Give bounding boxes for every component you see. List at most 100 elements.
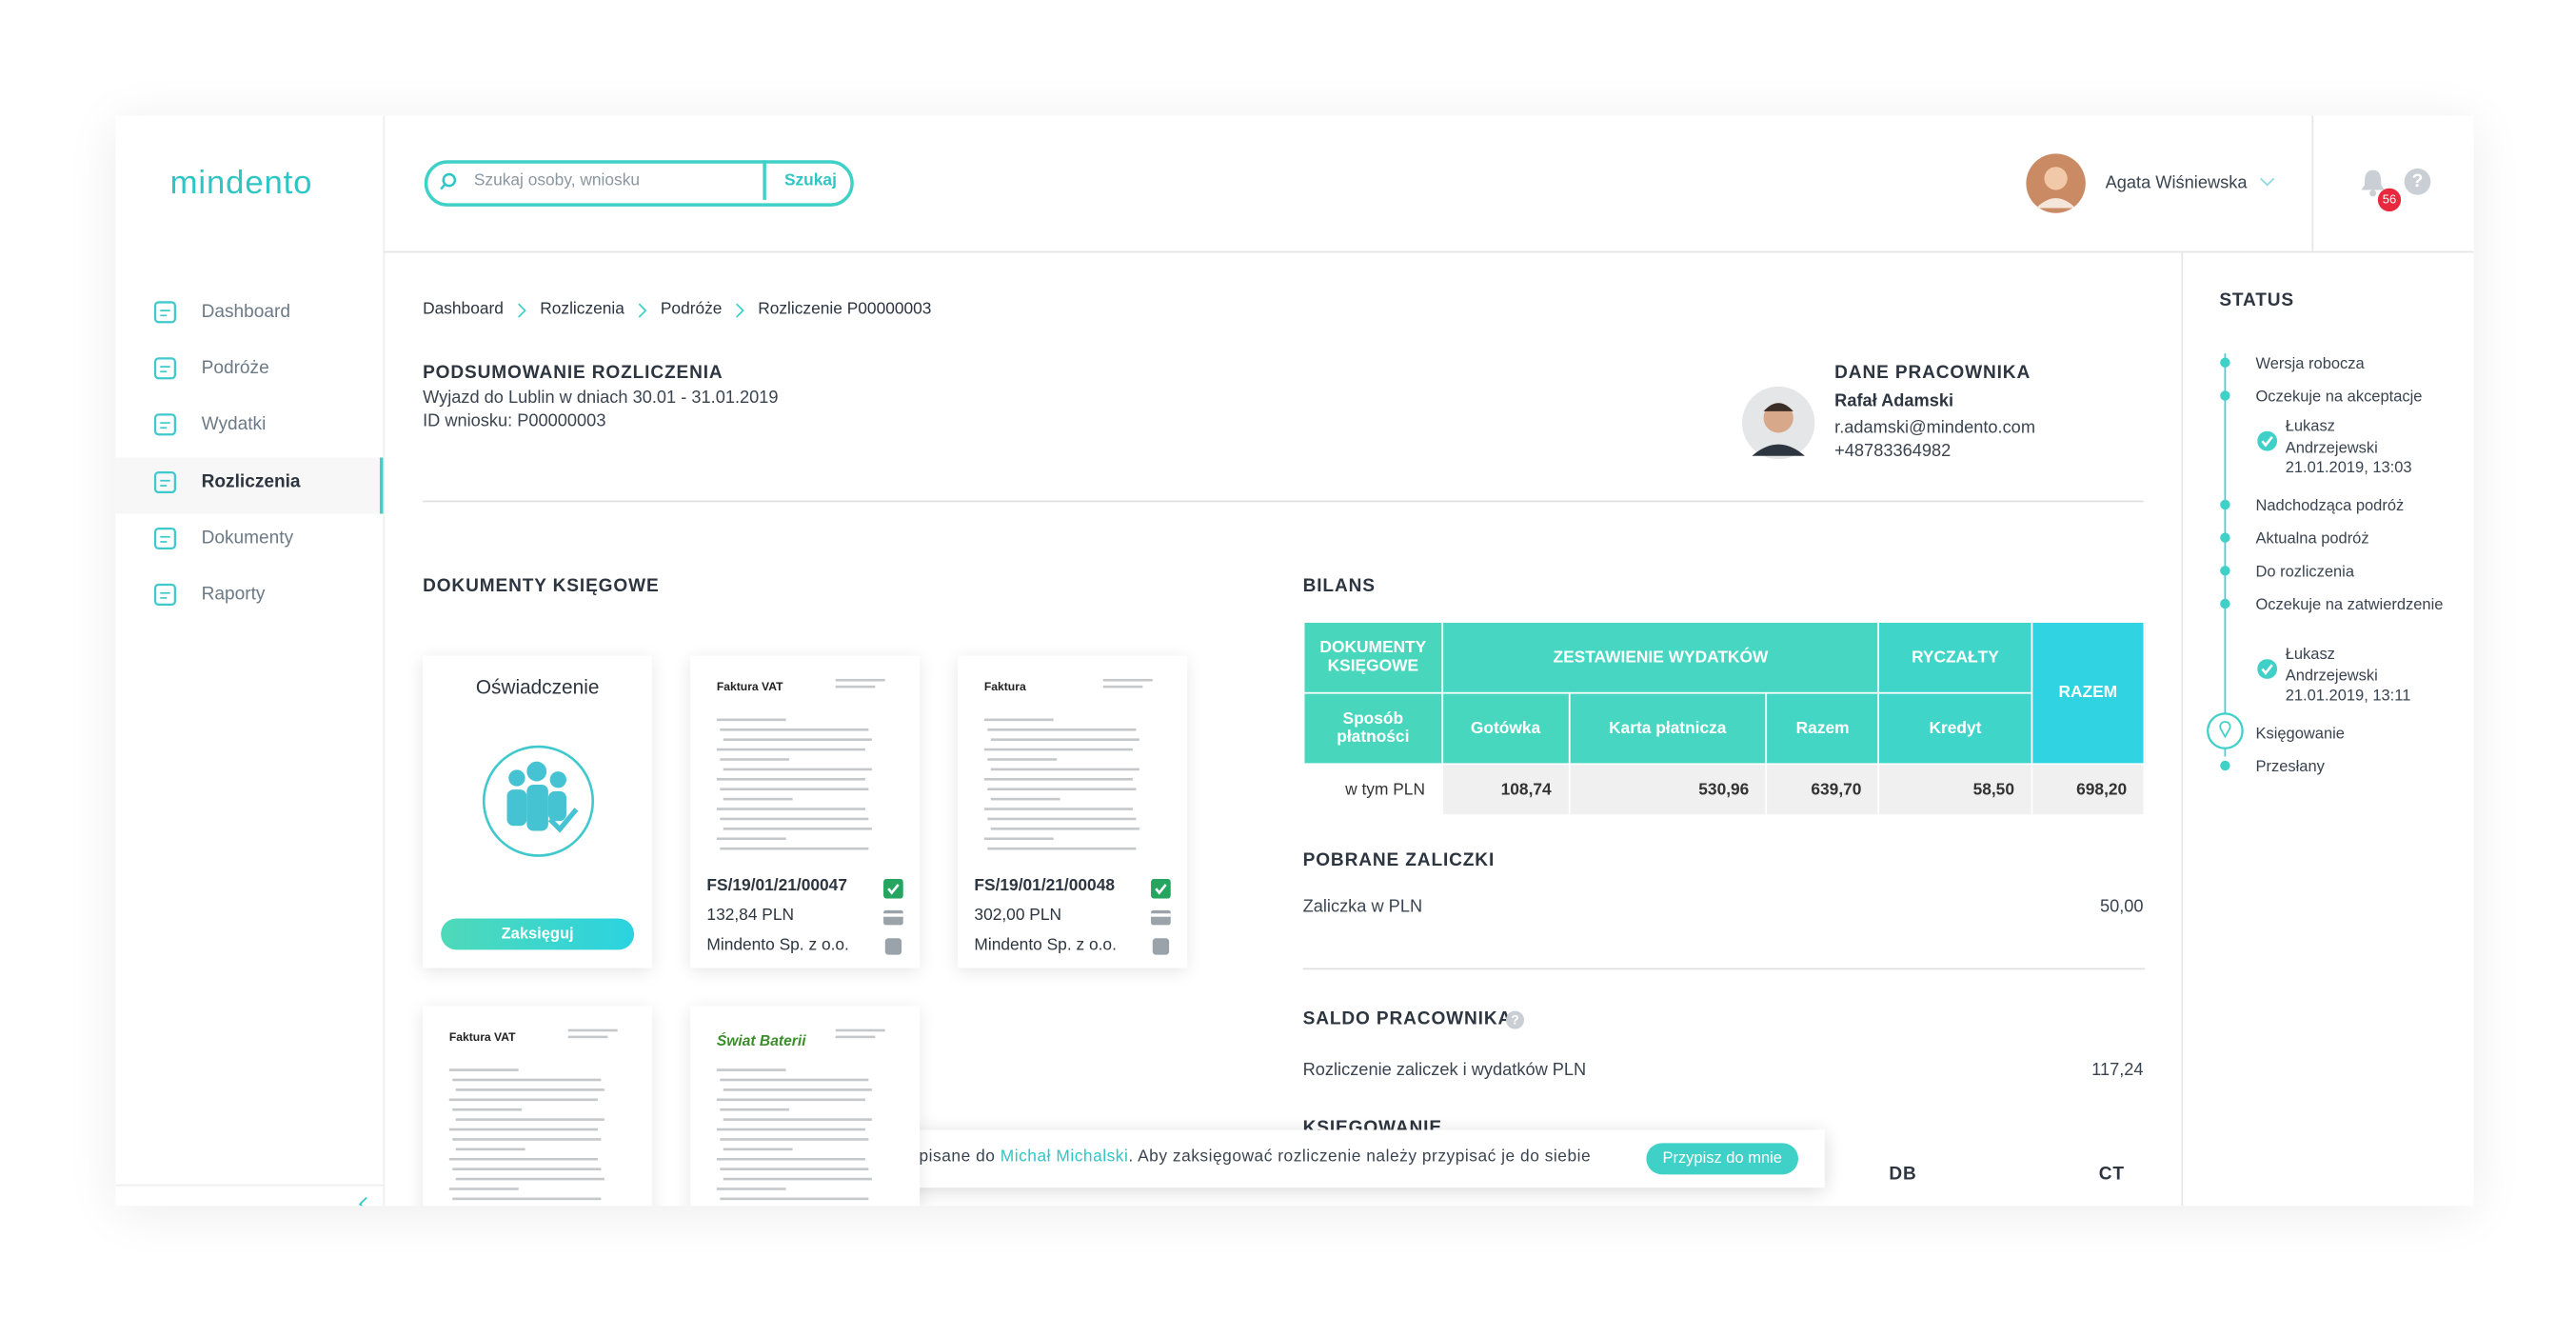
breadcrumb-separator xyxy=(638,303,647,318)
document-company: Mindento Sp. z o.o. xyxy=(706,936,849,955)
document-amount: 132,84 PLN xyxy=(706,907,795,926)
document-preview xyxy=(716,678,885,850)
toast-text-after: . Aby zaksięgować rozliczenie należy prz… xyxy=(1128,1147,1592,1167)
status-date: 21.01.2019, 13:03 xyxy=(2285,459,2412,478)
advances-label: Zaliczka w PLN xyxy=(1302,896,1423,917)
nav-item[interactable]: Podróże xyxy=(201,358,269,379)
employee-phone: +48783364982 xyxy=(1834,441,1952,461)
header-border xyxy=(383,250,2474,253)
breadcrumb-item[interactable]: Dashboard xyxy=(423,300,504,319)
status-approver: Łukasz Andrzejewski xyxy=(2285,417,2378,458)
assign-button[interactable]: Przypisz do mnie xyxy=(1646,1143,1799,1175)
status-current xyxy=(2207,712,2244,749)
employee-title: DANE PRACOWNIKA xyxy=(1834,363,2031,384)
statement-button[interactable]: Zaksięguj xyxy=(441,918,635,950)
nav-item[interactable]: Dashboard xyxy=(201,302,290,323)
search-button[interactable]: Szukaj xyxy=(783,171,837,190)
table-subheader: Sposób płatności xyxy=(1302,691,1444,766)
help-icon[interactable]: ? xyxy=(2404,168,2431,195)
user-chevron[interactable] xyxy=(2259,177,2275,189)
collapse-icon[interactable] xyxy=(357,1196,370,1207)
table-cell: 698,20 xyxy=(2031,763,2146,816)
nav-icon xyxy=(153,527,176,549)
document-preview xyxy=(716,1028,885,1201)
nav-icon xyxy=(153,301,176,324)
document-preview xyxy=(983,678,1153,850)
search-icon xyxy=(440,172,457,190)
document-card[interactable] xyxy=(690,1006,921,1207)
nav-item[interactable]: Rozliczenia xyxy=(201,471,301,492)
summary-id: ID wniosku: P00000003 xyxy=(423,410,606,431)
status-line xyxy=(2224,353,2227,757)
status-title: STATUS xyxy=(2219,290,2295,311)
table-cell: 639,70 xyxy=(1765,763,1880,816)
document-heading: Świat Baterii xyxy=(716,1032,806,1049)
approved-icon xyxy=(883,878,903,899)
bilans-title: BILANS xyxy=(1302,576,1376,597)
category-icon xyxy=(1152,938,1170,955)
nav-item[interactable]: Raporty xyxy=(201,585,266,605)
status-dot xyxy=(2220,566,2230,576)
nav-item[interactable]: Wydatki xyxy=(201,415,267,435)
status-item: Wersja robocza xyxy=(2255,354,2365,374)
document-preview xyxy=(448,1028,618,1201)
search-placeholder[interactable]: Szukaj osoby, wniosku xyxy=(473,171,641,190)
table-subheader: Karta płatnicza xyxy=(1568,691,1768,766)
user-avatar[interactable] xyxy=(2025,152,2088,215)
document-card[interactable] xyxy=(958,655,1188,968)
advances-title: POBRANE ZALICZKI xyxy=(1302,850,1496,871)
booking-column: CT xyxy=(2098,1164,2125,1185)
status-item: Aktualna podróż xyxy=(2255,529,2369,549)
notification-badge[interactable]: 56 xyxy=(2377,188,2402,212)
balance-title: SALDO PRACOWNIKA xyxy=(1302,1008,1513,1029)
status-check xyxy=(2257,430,2278,451)
status-item: Oczekuje na zatwierdzenie xyxy=(2255,596,2444,615)
balance-value: 117,24 xyxy=(2091,1060,2144,1081)
document-company: Mindento Sp. z o.o. xyxy=(974,936,1117,955)
breadcrumb-item[interactable]: Podróże xyxy=(660,300,723,319)
table-subheader: Gotówka xyxy=(1441,691,1570,766)
document-number: FS/19/01/21/00047 xyxy=(706,877,847,896)
user-name[interactable]: Agata Wiśniewska xyxy=(2105,173,2248,193)
status-date: 21.01.2019, 13:11 xyxy=(2285,687,2411,706)
nav-item[interactable]: Dokumenty xyxy=(201,528,294,549)
statement-title: Oświadczenie xyxy=(475,675,600,699)
sidebar-divider xyxy=(115,1184,384,1187)
logo[interactable]: mindento xyxy=(169,165,313,202)
employee-name: Rafał Adamski xyxy=(1834,391,1954,411)
table-header: ZESTAWIENIE WYDATKÓW xyxy=(1441,621,1880,694)
table-header: RYCZAŁTY xyxy=(1877,621,2033,694)
breadcrumb-item[interactable]: Rozliczenia xyxy=(540,300,624,319)
status-check xyxy=(2257,659,2278,679)
table-header: RAZEM xyxy=(2031,621,2146,766)
documents-title: DOKUMENTY KSIĘGOWE xyxy=(423,576,660,597)
search-divider xyxy=(763,160,766,200)
document-heading: Faktura xyxy=(983,682,1026,694)
table-subheader: Kredyt xyxy=(1877,691,2033,766)
header-divider xyxy=(2311,115,2314,251)
toast-link[interactable]: Michał Michalski xyxy=(1000,1147,1129,1167)
help-icon[interactable]: ? xyxy=(1505,1010,1525,1029)
status-item: Do rozliczenia xyxy=(2255,563,2354,582)
bilans-table: DOKUMENTY KSIĘGOWE ZESTAWIENIE WYDATKÓW … xyxy=(1302,621,2146,816)
bell-icon[interactable] xyxy=(2358,167,2388,200)
app-frame: mindento Szukaj osoby, wniosku Szukaj Ag… xyxy=(115,115,2474,1207)
status-item: Nadchodząca podróż xyxy=(2255,497,2405,516)
status-dot xyxy=(2220,598,2230,609)
document-card[interactable] xyxy=(423,1006,653,1207)
approved-icon xyxy=(1151,878,1171,899)
employee-avatar xyxy=(1742,386,1815,460)
balance-label: Rozliczenie zaliczek i wydatków PLN xyxy=(1302,1060,1587,1081)
divider xyxy=(423,500,2144,503)
breadcrumb-separator xyxy=(736,303,744,318)
category-icon xyxy=(884,938,902,955)
status-item: Przesłany xyxy=(2255,758,2325,777)
sidebar xyxy=(115,115,386,1207)
document-card[interactable] xyxy=(690,655,921,968)
statement-card[interactable]: Oświadczenie Zaksięguj xyxy=(423,655,653,968)
toast: Rozliczenia przypisane do Michał Michals… xyxy=(764,1129,1825,1188)
search-box[interactable] xyxy=(424,160,854,207)
